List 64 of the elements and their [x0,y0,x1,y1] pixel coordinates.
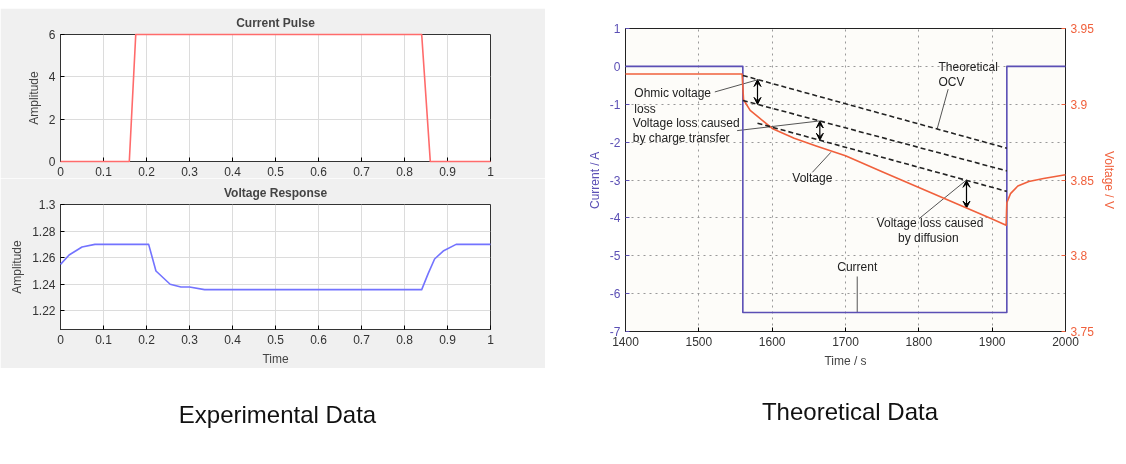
x-tick-label: 0.5 [267,332,285,347]
line-series [59,243,492,291]
y-tick-label: -6 [609,287,621,302]
annotation: Voltage [792,171,833,186]
y-tick-label: 0 [613,59,621,74]
y-tick-label: -1 [609,97,621,112]
y-tick-label: 1.24 [32,277,56,292]
x-tick-label: 0.9 [439,332,457,347]
x-tick-label: 0.4 [224,332,242,347]
x-tick-label: 1800 [905,334,933,349]
x-tick-label: 0.4 [224,164,242,179]
y-tick-label: -5 [609,249,621,264]
y2-tick-label: 3.75 [1070,325,1095,339]
y-axis-title: Amplitude [26,70,41,125]
y2-tick-label: 3.95 [1070,22,1095,36]
y2-tick-label: 3.85 [1070,173,1095,188]
y-tick-label: 1.26 [32,251,56,266]
x-tick-label: 1 [487,332,495,347]
y-axis-title: Current / A [587,151,602,210]
y-tick-label: 0 [48,155,56,169]
x-tick-label: 1700 [832,334,860,349]
annotation: Voltage loss caused by diffusion [876,215,984,246]
annotation: Voltage loss caused by charge transfer [632,115,740,146]
annotation: Ohmic voltage loss [634,86,712,116]
x-tick-label: 0.1 [95,332,113,347]
x-tick-label: 0.6 [310,332,328,347]
y-tick-label: 4 [48,70,56,85]
x-axis-title: Time [262,351,289,366]
x-tick-label: 0.8 [396,164,414,179]
x-tick-label: 0.6 [310,164,328,179]
x-tick-label: 0.1 [95,164,113,179]
y-axis-title: Amplitude [10,239,25,294]
y2-tick-label: 3.9 [1070,97,1088,112]
x-tick-label: 0.5 [267,164,285,179]
x-tick-label: 1600 [758,334,786,349]
annotation: Theoretical OCV [938,59,998,90]
x-tick-label: 0.2 [138,164,156,179]
y-tick-label: 1.22 [32,304,56,319]
x-tick-label: 1900 [978,334,1006,349]
y-tick-label: -2 [609,135,621,150]
text: Experimental Data [178,400,377,430]
y-tick-label: 6 [48,28,56,42]
x-tick-label: 0.7 [353,164,371,179]
chart-title: Current Pulse [236,15,316,30]
chart-title: Voltage Response [223,185,328,200]
y-tick-label: -3 [609,173,621,188]
x-tick-label: 0.9 [439,164,457,179]
x-tick-label: 0.2 [138,332,156,347]
y-tick-label: 1.3 [38,198,56,212]
x-tick-label: 0.8 [396,332,414,347]
x-tick-label: 0.3 [181,332,199,347]
text: Theoretical Data [761,397,939,427]
y-tick-label: 1 [613,22,621,36]
annotation: Current [837,260,878,275]
x-tick-label: 0.3 [181,164,199,179]
x-tick-label: 0.7 [353,332,371,347]
x-axis-title: Time / s [824,353,867,368]
x-tick-label: 1500 [685,334,713,349]
y2-axis-title: Voltage / V [1101,150,1116,210]
x-tick-label: 1 [487,164,495,179]
y-tick-label: 1.28 [32,224,56,239]
y-tick-label: -4 [609,211,621,226]
y2-tick-label: 3.8 [1070,249,1088,264]
y-tick-label: 2 [48,112,56,127]
